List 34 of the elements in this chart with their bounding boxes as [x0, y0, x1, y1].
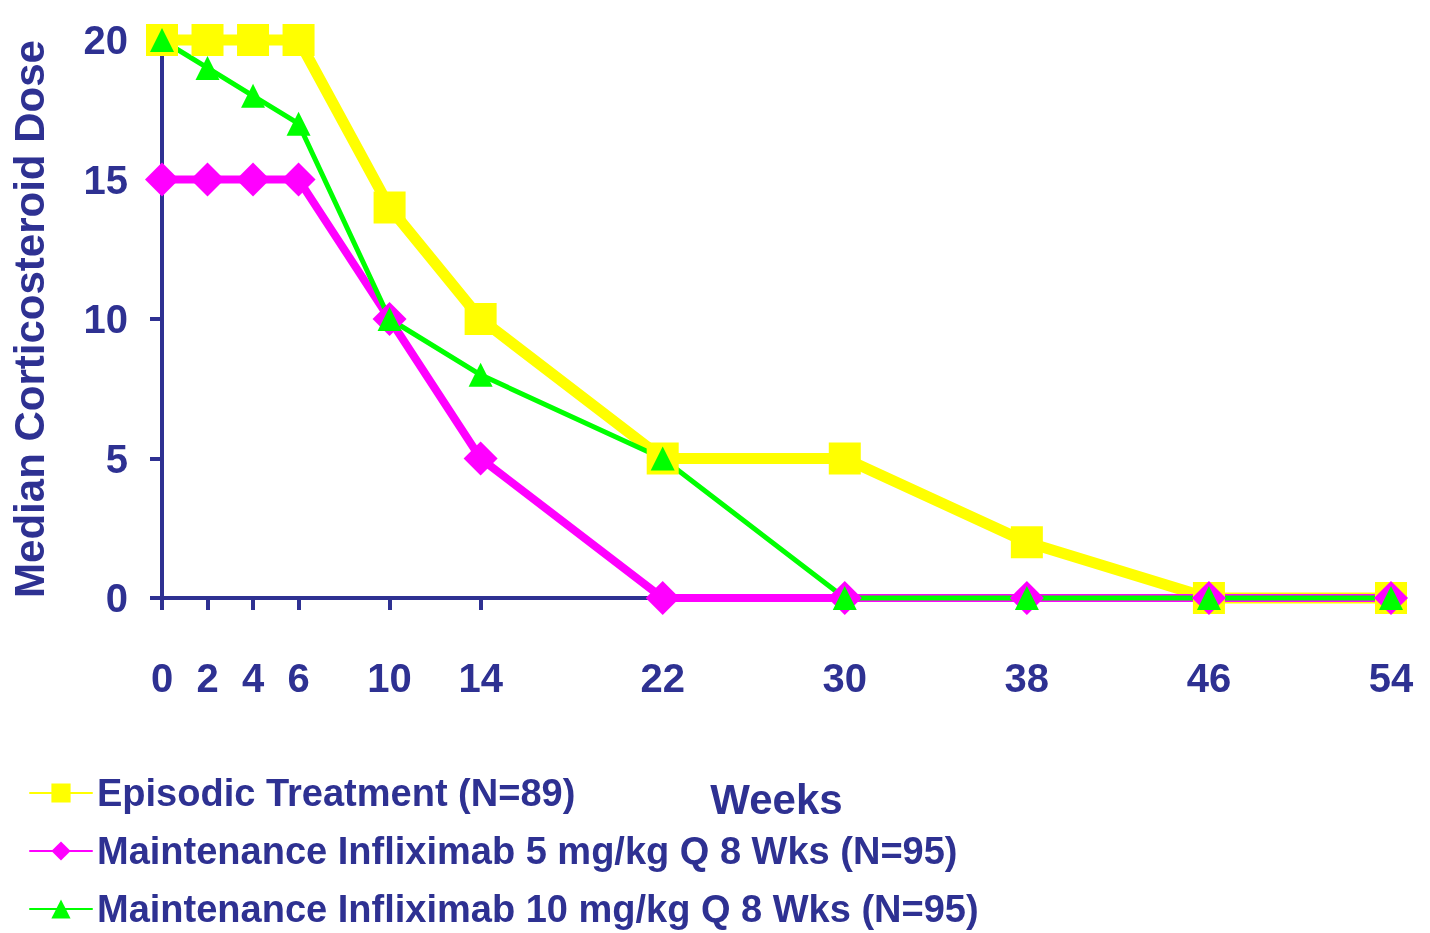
- y-tick-label: 0: [105, 576, 128, 620]
- y-axis-title: Median Corticosteroid Dose: [5, 40, 53, 598]
- point: [191, 24, 224, 56]
- y-tick-label: 10: [83, 297, 128, 341]
- point: [195, 55, 220, 80]
- x-tick-label: 0: [150, 656, 174, 700]
- point: [828, 442, 861, 475]
- point: [373, 191, 406, 224]
- point: [145, 162, 179, 197]
- x-tick-label: 14: [458, 656, 504, 700]
- point: [237, 24, 270, 56]
- legend-label: Episodic Treatment (N=89): [97, 772, 576, 814]
- x-axis-title: Weeks: [710, 775, 843, 823]
- point: [464, 303, 497, 335]
- x-tick-label: 2: [196, 656, 219, 700]
- x-tick-label: 4: [241, 656, 265, 700]
- y-tick-label: 5: [105, 436, 128, 481]
- x-tick-label: 54: [1368, 656, 1414, 700]
- x-tick-label: 30: [822, 656, 868, 700]
- y-tick-label: 20: [83, 18, 128, 62]
- point: [1010, 526, 1043, 559]
- x-tick-label: 10: [367, 656, 412, 700]
- x-tick-label: 22: [640, 656, 685, 700]
- point: [286, 111, 311, 136]
- point: [463, 441, 498, 476]
- x-tick-label: 6: [287, 656, 310, 700]
- legend-label: Maintenance Infliximab 5 mg/kg Q 8 Wks (N=95): [97, 830, 958, 872]
- x-tick-label: 46: [1186, 656, 1232, 700]
- point: [282, 24, 315, 56]
- point: [241, 83, 266, 108]
- x-tick-label: 38: [1004, 656, 1050, 700]
- legend-label: Maintenance Infliximab 10 mg/kg Q 8 Wks (N=95): [97, 888, 979, 930]
- point: [468, 362, 493, 387]
- y-tick-label: 15: [83, 157, 128, 202]
